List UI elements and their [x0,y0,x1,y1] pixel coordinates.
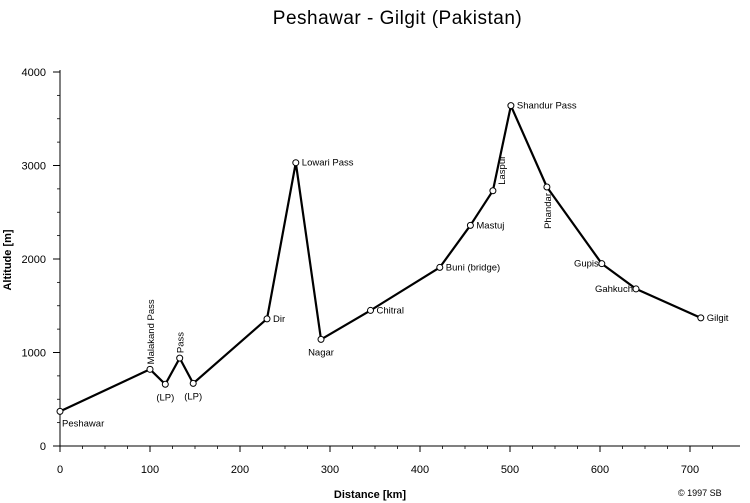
y-tick-label: 3000 [22,161,46,173]
data-point-marker [543,183,551,191]
chart-title: Peshawar - Gilgit (Pakistan) [272,8,523,29]
data-points [56,102,705,415]
data-point-marker [161,380,169,388]
point-label: Gahkuch [595,284,633,295]
y-axis-label: Altitude [m] [2,229,14,290]
x-axis-label: Distance [km] [334,489,406,501]
point-label: Pass [176,332,187,353]
x-tick-label: 300 [321,464,339,476]
point-label: Peshawar [62,418,104,429]
point-label: Gupis [574,259,599,270]
data-point-marker [146,365,154,373]
data-point-marker [466,221,474,229]
point-label: Shandur Pass [517,101,577,112]
y-tick-label: 0 [40,441,46,453]
point-label: Laspur [497,156,508,185]
point-label: (LP) [184,391,202,402]
data-point-marker [292,159,300,167]
data-point-marker [189,379,197,387]
profile-line [59,104,702,413]
point-label: (LP) [156,392,174,403]
x-tick-label: 400 [411,464,429,476]
data-point-marker [436,263,444,271]
data-point-marker [598,260,606,268]
axes [59,70,740,447]
point-label: Malakand Pass [146,299,157,364]
y-tick-label: 1000 [22,348,46,360]
point-label: Mastuj [476,220,504,231]
point-label: Buni (bridge) [446,262,500,273]
tick-marks: 0 100 200 300 400 500 600 700 0 1000 2000 3000 4000 [22,67,713,476]
x-tick-label: 100 [141,464,159,476]
y-tick-label: 4000 [22,67,46,79]
point-label: Gilgit [707,313,729,324]
data-point-marker [56,407,64,415]
data-point-marker [507,102,515,110]
data-point-marker [263,315,271,323]
point-label: Lowari Pass [302,158,354,169]
data-point-marker [697,314,705,322]
point-label: Nagar [308,347,334,358]
data-point-marker [317,335,325,343]
point-label: Chitral [377,305,404,316]
point-label: Dir [273,314,285,325]
data-point-marker [367,306,374,314]
x-tick-label: 600 [591,464,609,476]
point-label: Phandar [543,193,554,229]
y-tick-label: 2000 [22,254,46,266]
x-tick-label: 200 [231,464,249,476]
x-tick-label: 500 [501,464,519,476]
data-point-marker [632,285,640,293]
data-point-marker [176,354,184,362]
x-tick-label: 700 [681,464,699,476]
copyright-notice: © 1997 SB [678,488,722,498]
altitude-line [59,104,702,413]
x-tick-label: 0 [57,464,63,476]
data-point-marker [489,187,497,195]
point-labels: Peshawar Malakand Pass (LP) Pass (LP) Dir Lowa… [62,101,729,430]
